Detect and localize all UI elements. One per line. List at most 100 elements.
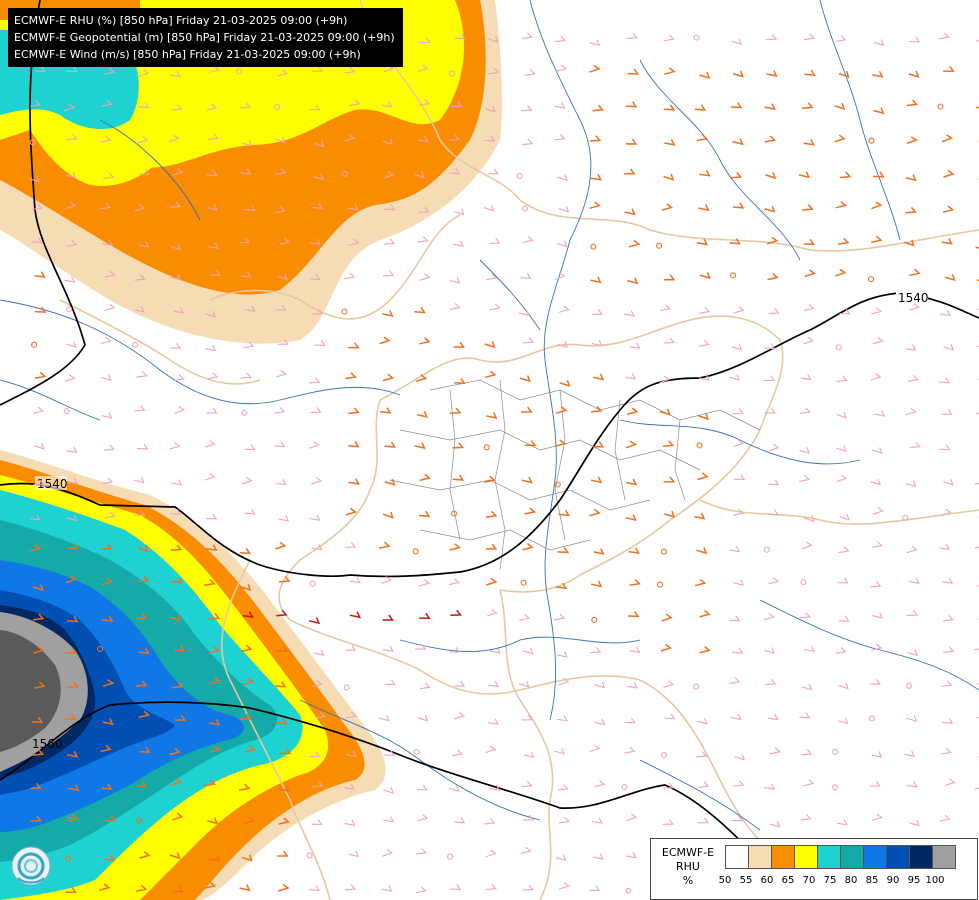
legend-tick-label: 85 (865, 875, 879, 886)
wind-barb-icon (419, 682, 431, 690)
wind-barb-icon (663, 337, 675, 344)
wind-barb-icon (663, 34, 675, 42)
wind-barb-icon (313, 173, 325, 180)
wind-barb-icon (309, 238, 321, 245)
wind-barb-icon (419, 337, 431, 345)
wind-barb-icon (837, 237, 850, 246)
wind-barb-icon (135, 781, 147, 788)
wind-barb-icon (417, 135, 429, 142)
wind-barb-icon (804, 269, 816, 278)
calm-wind-icon (554, 481, 561, 488)
wind-barb-icon (590, 276, 602, 284)
wind-barb-icon (311, 679, 323, 688)
wind-barb-icon (66, 750, 79, 758)
wind-barb-icon (558, 305, 570, 313)
calm-wind-icon (660, 751, 667, 758)
wind-barb-icon (169, 70, 181, 78)
wind-barb-icon (524, 440, 537, 447)
wind-barb-icon (174, 714, 187, 721)
wind-barb-icon (206, 204, 218, 211)
wind-barb-icon (276, 645, 289, 652)
calm-wind-icon (516, 172, 523, 180)
wind-barb-icon (521, 406, 533, 413)
wind-barb-icon (624, 208, 636, 216)
wind-barb-icon (380, 407, 392, 414)
wind-barb-icon (170, 544, 183, 551)
wind-barb-icon (554, 35, 567, 43)
wind-barb-icon (349, 576, 361, 584)
wind-barb-icon (801, 541, 813, 550)
wind-barb-icon (764, 783, 776, 790)
wind-barb-icon (345, 507, 357, 516)
wind-barb-icon (801, 683, 813, 691)
wind-barb-icon (663, 173, 675, 181)
wind-barb-icon (938, 543, 950, 551)
wind-barb-icon (344, 541, 356, 548)
calm-wind-icon (274, 103, 281, 111)
wind-barb-icon (871, 447, 883, 454)
wind-barb-icon (66, 239, 78, 248)
wind-barb-icon (348, 407, 360, 415)
wind-barb-icon (309, 751, 321, 758)
wind-barb-icon (414, 307, 426, 314)
wind-barb-icon (732, 70, 744, 78)
calm-wind-icon (835, 344, 842, 351)
wind-barb-icon (170, 777, 183, 786)
wind-barb-icon (589, 39, 600, 47)
wind-barb-icon (68, 784, 80, 792)
wind-barb-icon (104, 815, 117, 822)
calm-wind-icon (868, 715, 875, 722)
wind-barb-icon (558, 205, 570, 213)
wind-barb-icon (101, 543, 113, 550)
wind-barb-icon (484, 475, 496, 483)
wind-barb-icon (697, 817, 710, 824)
wind-barb-icon (170, 614, 182, 622)
wind-barb-icon (275, 718, 288, 725)
wind-barb-icon (415, 886, 427, 894)
wind-barb-icon (275, 304, 287, 311)
wind-barb-icon (419, 579, 431, 587)
legend-swatch (748, 845, 772, 869)
wind-barb-icon (244, 305, 256, 312)
wind-barb-icon (872, 612, 884, 619)
wind-barb-icon (383, 171, 395, 179)
calm-wind-icon (97, 645, 104, 653)
wind-barb-icon (522, 138, 534, 146)
calm-wind-icon (590, 243, 597, 250)
wind-barb-icon (102, 679, 115, 687)
wind-barb-icon (278, 515, 290, 522)
wind-barb-icon (729, 238, 741, 245)
wind-barb-icon (449, 168, 461, 175)
wind-barb-icon (101, 577, 114, 586)
wind-barb-icon (521, 714, 533, 721)
wind-barb-icon (278, 817, 291, 825)
wind-barb-icon (486, 577, 498, 586)
wind-barb-icon (487, 608, 498, 617)
wind-barb-icon (729, 545, 741, 553)
wind-barb-icon (522, 884, 534, 891)
wind-barb-icon (415, 643, 427, 650)
wind-barb-icon (974, 787, 979, 790)
wind-barb-icon (348, 238, 360, 246)
wind-barb-icon (278, 785, 290, 793)
calm-wind-icon (483, 444, 490, 451)
wind-barb-icon (558, 677, 570, 686)
calm-wind-icon (657, 581, 664, 588)
wind-barb-icon (557, 651, 568, 658)
wind-barb-icon (558, 816, 571, 824)
legend-title: ECMWF-E RHU % (655, 846, 721, 888)
rhu-legend: ECMWF-E RHU % 50 55 60 65 70 75 80 85 90 95 100 (650, 838, 978, 900)
wind-barb-icon (768, 307, 780, 315)
wind-barb-icon (209, 270, 221, 276)
wind-barb-icon (32, 584, 44, 592)
wind-barb-icon (662, 782, 675, 789)
wind-barb-icon (133, 476, 145, 484)
wind-barb-icon (65, 886, 77, 894)
wind-barb-icon (521, 105, 533, 112)
wind-barb-icon (102, 477, 114, 485)
wind-barb-icon (241, 139, 253, 147)
wind-barb-icon (625, 373, 637, 380)
wind-barb-icon (205, 344, 216, 352)
wind-barb-icon (488, 680, 500, 687)
